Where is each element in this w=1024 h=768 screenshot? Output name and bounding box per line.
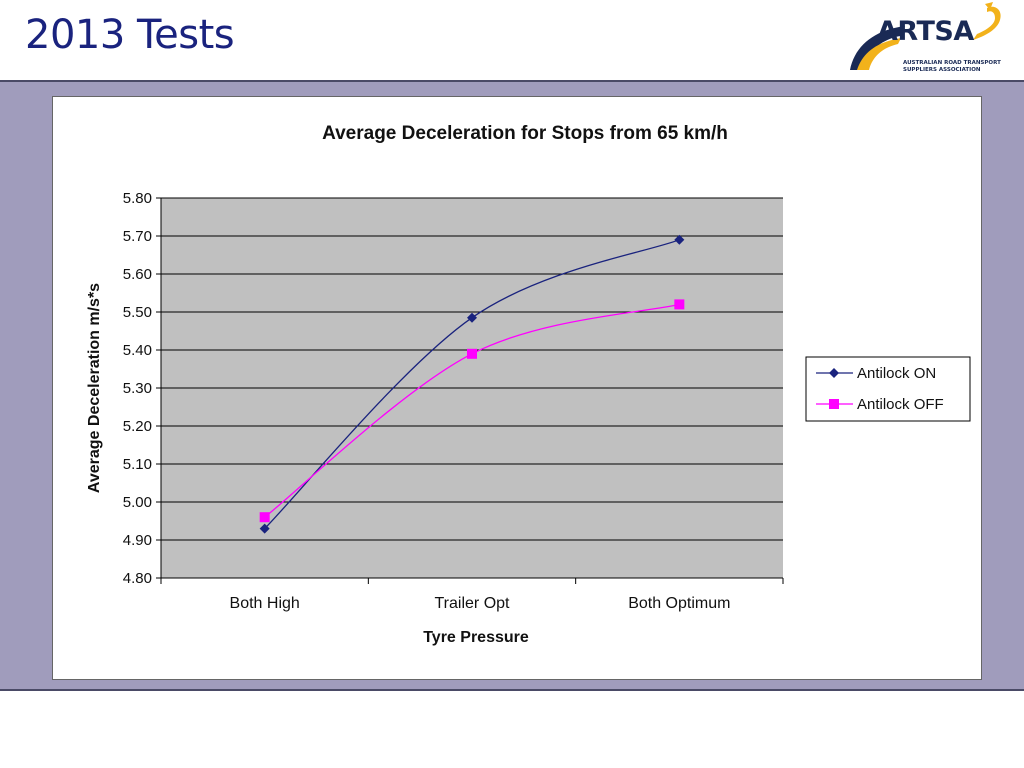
slide-title: 2013 Tests xyxy=(25,12,235,58)
y-tick-label: 5.40 xyxy=(123,342,152,359)
data-point-antilock-off xyxy=(259,512,270,523)
gridlines xyxy=(161,197,783,541)
legend: Antilock ON Antilock OFF xyxy=(805,356,971,422)
y-tick-label: 5.50 xyxy=(123,304,152,321)
x-tick-label: Both High xyxy=(230,595,300,612)
logo-subtitle: AUSTRALIAN ROAD TRANSPORT SUPPLIERS ASSO… xyxy=(903,60,1001,73)
y-axis-ticks: 5.80 5.70 5.60 5.50 5.40 5.30 5.20 5.10 5.00 4.90… xyxy=(123,190,161,587)
logo-text: ARTSA xyxy=(877,16,974,47)
data-point-antilock-on xyxy=(259,523,270,534)
line-chart: Average Deceleration for Stops from 65 k… xyxy=(86,123,971,646)
y-tick-label: 5.80 xyxy=(123,190,152,207)
y-tick-label: 5.10 xyxy=(123,456,152,473)
chart-title: Average Deceleration for Stops from 65 k… xyxy=(322,123,728,144)
data-point-antilock-off xyxy=(674,299,685,310)
legend-marker-antilock-on xyxy=(829,368,839,378)
x-tick-label: Trailer Opt xyxy=(435,595,511,612)
road-swoosh-icon xyxy=(850,2,1001,70)
y-axis-label: Average Deceleration m/s*s xyxy=(86,283,103,493)
legend-marker-antilock-off xyxy=(829,399,839,409)
x-axis-ticks: Both High Trailer Opt Both Optimum xyxy=(160,578,784,612)
y-tick-label: 5.00 xyxy=(123,494,152,511)
legend-box xyxy=(805,356,971,422)
artsa-logo: ARTSA AUSTRALIAN ROAD TRANSPORT SUPPLIER… xyxy=(845,0,1015,80)
x-tick-label: Both Optimum xyxy=(628,595,730,612)
x-axis-label: Tyre Pressure xyxy=(423,629,529,646)
y-tick-label: 4.80 xyxy=(123,570,152,587)
data-point-antilock-off xyxy=(467,348,477,359)
y-tick-label: 5.20 xyxy=(123,418,152,435)
y-tick-label: 5.60 xyxy=(123,266,152,283)
y-tick-label: 5.30 xyxy=(123,380,152,397)
legend-label-antilock-on: Antilock ON xyxy=(857,365,936,382)
y-tick-label: 4.90 xyxy=(123,532,152,549)
chart-frame: Average Deceleration for Stops from 65 k… xyxy=(52,96,982,680)
data-point-antilock-on xyxy=(467,312,477,323)
legend-label-antilock-off: Antilock OFF xyxy=(857,396,944,413)
series-layer xyxy=(259,234,685,534)
y-tick-label: 5.70 xyxy=(123,228,152,245)
data-point-antilock-on xyxy=(674,234,685,245)
